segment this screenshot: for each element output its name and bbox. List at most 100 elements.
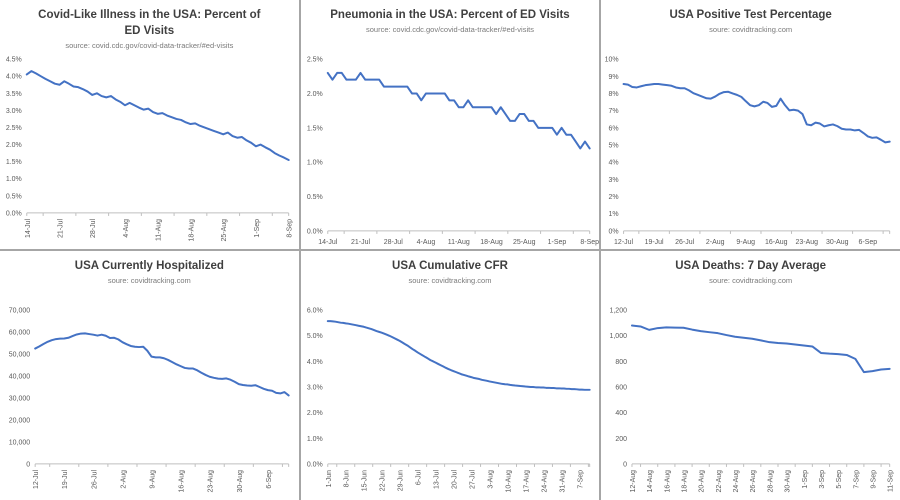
chart-panel-covid-like-illness: Covid-Like Illness in the USA: Percent o… [0, 0, 299, 249]
svg-text:30-Aug: 30-Aug [826, 239, 849, 246]
svg-text:10,000: 10,000 [9, 439, 30, 446]
svg-text:2.0%: 2.0% [307, 91, 323, 98]
svg-text:5.0%: 5.0% [307, 333, 323, 340]
svg-text:7-Sep: 7-Sep [854, 470, 861, 489]
svg-text:8-Sep: 8-Sep [287, 219, 294, 238]
svg-text:23-Aug: 23-Aug [796, 239, 819, 246]
svg-text:200: 200 [616, 436, 628, 443]
svg-text:3-Sep: 3-Sep [819, 470, 826, 489]
svg-text:13-Jul: 13-Jul [433, 469, 440, 488]
svg-text:0.0%: 0.0% [307, 461, 323, 468]
svg-text:800: 800 [616, 359, 628, 366]
svg-text:19-Jul: 19-Jul [62, 469, 69, 488]
chart-panel-pneumonia: Pneumonia in the USA: Percent of ED Visi… [300, 0, 600, 249]
svg-text:1%: 1% [609, 211, 619, 218]
svg-text:3-Aug: 3-Aug [487, 470, 494, 489]
svg-text:26-Jul: 26-Jul [91, 469, 98, 488]
line-chart-cumulative-cfr: 0.0% 1.0% 2.0% 3.0% 4.0% 5.0% 6.0% 1-Jun 8-Jun 15… [307, 308, 591, 493]
svg-text:1.0%: 1.0% [307, 436, 323, 443]
svg-text:0.5%: 0.5% [307, 194, 323, 201]
chart-title: USA Cumulative CFR [392, 260, 508, 272]
svg-text:0: 0 [26, 461, 30, 468]
svg-text:21-Jul: 21-Jul [351, 239, 370, 246]
svg-text:0: 0 [623, 461, 627, 468]
svg-text:2-Aug: 2-Aug [706, 239, 725, 246]
chart-title: USA Deaths: 7 Day Average [675, 260, 827, 272]
svg-text:6-Sep: 6-Sep [859, 239, 878, 246]
chart-header: Covid-Like Illness in the USA: Percent o… [0, 0, 299, 51]
chart-panel-deaths-7day: USA Deaths: 7 Day Average soure: covidtr… [601, 251, 900, 500]
svg-text:1-Jun: 1-Jun [325, 470, 332, 488]
svg-text:1-Sep: 1-Sep [254, 219, 261, 238]
svg-text:400: 400 [616, 410, 628, 417]
svg-text:18-Aug: 18-Aug [682, 470, 689, 493]
svg-text:3.5%: 3.5% [6, 91, 22, 98]
svg-text:50,000: 50,000 [9, 352, 30, 359]
svg-text:3%: 3% [609, 177, 619, 184]
chart-source: source: covid.cdc.gov/covid-data-tracker… [365, 25, 534, 35]
svg-text:12-Aug: 12-Aug [630, 470, 637, 493]
svg-text:6-Jul: 6-Jul [415, 469, 422, 485]
svg-text:9-Aug: 9-Aug [150, 470, 157, 489]
svg-text:8-Sep: 8-Sep [580, 239, 599, 246]
svg-text:7%: 7% [609, 108, 619, 115]
svg-text:21-Jul: 21-Jul [58, 218, 65, 237]
svg-text:1.0%: 1.0% [307, 160, 323, 167]
chart-source: soure: covidtracking.com [107, 276, 191, 286]
svg-text:9-Sep: 9-Sep [871, 470, 878, 489]
svg-text:4-Aug: 4-Aug [416, 239, 435, 246]
chart-panel-positive-test: USA Positive Test Percentage soure: covi… [601, 0, 900, 249]
svg-text:60,000: 60,000 [9, 330, 30, 337]
svg-text:4.0%: 4.0% [307, 359, 323, 366]
chart-header: USA Currently Hospitalized soure: covidt… [0, 251, 299, 302]
chart-source: soure: covidtracking.com [408, 276, 492, 286]
svg-text:14-Aug: 14-Aug [647, 470, 654, 493]
svg-text:4%: 4% [609, 160, 619, 167]
svg-text:0.0%: 0.0% [6, 210, 22, 217]
svg-text:11-Aug: 11-Aug [156, 219, 163, 241]
chart-title: Covid-Like Illness in the USA: Percent o… [38, 9, 261, 38]
svg-text:1-Sep: 1-Sep [547, 239, 566, 246]
svg-text:18-Aug: 18-Aug [188, 219, 195, 242]
svg-text:8-Jun: 8-Jun [343, 470, 350, 488]
svg-text:26-Aug: 26-Aug [751, 470, 758, 493]
svg-text:8%: 8% [609, 91, 619, 98]
svg-text:23-Aug: 23-Aug [208, 470, 215, 493]
svg-text:14-Jul: 14-Jul [318, 239, 337, 246]
svg-text:1,000: 1,000 [610, 333, 628, 340]
svg-text:16-Aug: 16-Aug [665, 470, 672, 493]
line-chart-positive-test: 0% 1% 2% 3% 4% 5% 6% 7% 8% 9% 10% 12-Jul 19-Jul 26-Ju… [605, 57, 891, 246]
svg-text:5%: 5% [609, 143, 619, 150]
svg-text:2.5%: 2.5% [6, 125, 22, 132]
chart-header: USA Positive Test Percentage soure: covi… [601, 0, 900, 51]
svg-text:19-Jul: 19-Jul [645, 239, 664, 246]
svg-text:11-Sep: 11-Sep [888, 470, 895, 492]
svg-text:10-Aug: 10-Aug [505, 470, 512, 493]
chart-source: source: covid.cdc.gov/covid-data-tracker… [65, 41, 234, 51]
svg-text:4.5%: 4.5% [6, 57, 22, 64]
svg-text:4-Aug: 4-Aug [123, 219, 130, 238]
svg-text:12-Jul: 12-Jul [614, 239, 633, 246]
svg-text:27-Jul: 27-Jul [469, 469, 476, 488]
chart-source: soure: covidtracking.com [709, 25, 793, 35]
svg-text:28-Jul: 28-Jul [90, 218, 97, 237]
svg-text:2.0%: 2.0% [307, 410, 323, 417]
svg-text:28-Aug: 28-Aug [768, 470, 775, 493]
svg-text:9-Aug: 9-Aug [737, 239, 756, 246]
svg-text:2.0%: 2.0% [6, 142, 22, 149]
chart-panel-hospitalized: USA Currently Hospitalized soure: covidt… [0, 251, 299, 500]
svg-text:28-Jul: 28-Jul [383, 239, 402, 246]
svg-text:1,200: 1,200 [610, 308, 628, 315]
svg-text:25-Aug: 25-Aug [221, 219, 228, 242]
svg-text:24-Aug: 24-Aug [733, 470, 740, 493]
svg-text:6%: 6% [609, 125, 619, 132]
svg-text:0%: 0% [609, 228, 619, 235]
svg-text:5-Sep: 5-Sep [836, 470, 843, 489]
svg-text:4.0%: 4.0% [6, 74, 22, 81]
svg-text:3.0%: 3.0% [6, 108, 22, 115]
svg-text:40,000: 40,000 [9, 374, 30, 381]
chart-title: USA Positive Test Percentage [669, 9, 832, 21]
line-chart-hospitalized: 0 10,000 20,000 30,000 40,000 50,000 60,000 70,… [9, 308, 290, 493]
svg-text:30-Aug: 30-Aug [785, 470, 792, 493]
